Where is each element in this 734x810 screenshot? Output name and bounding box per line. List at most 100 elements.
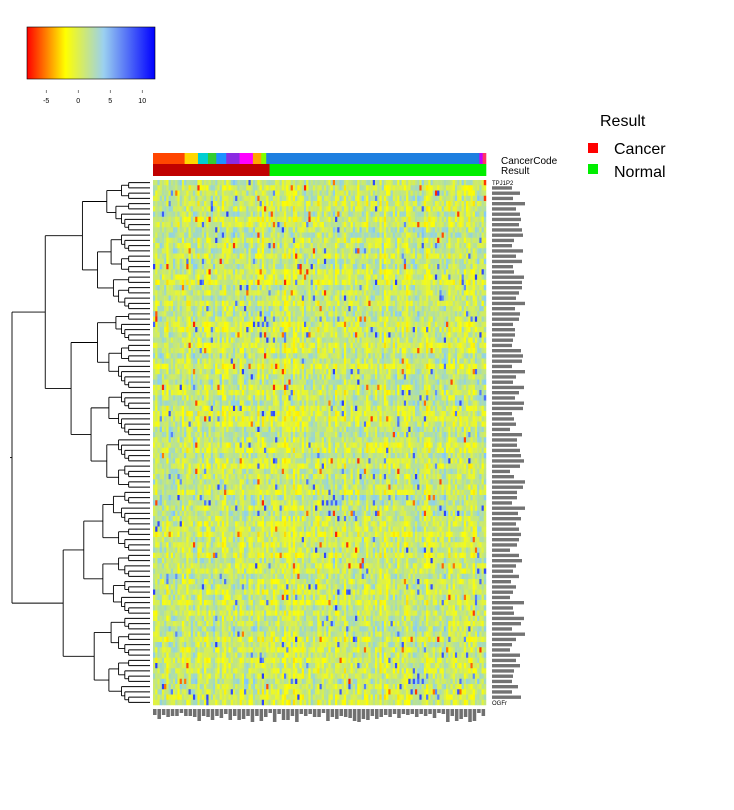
heatmap-cell: [173, 259, 175, 265]
heatmap-cell: [206, 243, 208, 249]
heatmap-cell: [391, 217, 393, 223]
heatmap-cell: [304, 285, 306, 291]
heatmap-cell: [386, 222, 388, 228]
heatmap-cell: [406, 348, 408, 354]
heatmap-cell: [242, 285, 244, 291]
heatmap-cell: [433, 206, 435, 212]
heatmap-cell: [217, 222, 219, 228]
heatmap-cell: [217, 264, 219, 270]
heatmap-cell: [226, 327, 228, 333]
heatmap-cell: [255, 296, 257, 302]
heatmap-cell: [164, 243, 166, 249]
heatmap-cell: [391, 348, 393, 354]
heatmap-cell: [268, 327, 270, 333]
heatmap-cell: [450, 201, 452, 207]
heatmap-cell: [189, 348, 191, 354]
heatmap-cell: [173, 191, 175, 197]
heatmap-cell: [204, 180, 206, 186]
heatmap-cell: [257, 343, 259, 349]
heatmap-cell: [453, 259, 455, 265]
heatmap-cell: [433, 317, 435, 323]
heatmap-cell: [482, 327, 484, 333]
heatmap-cell: [257, 296, 259, 302]
heatmap-cell: [202, 227, 204, 233]
heatmap-cell: [284, 311, 286, 317]
heatmap-cell: [377, 212, 379, 218]
heatmap-cell: [311, 185, 313, 191]
heatmap-cell: [368, 217, 370, 223]
heatmap-cell: [255, 280, 257, 286]
heatmap-cell: [242, 233, 244, 239]
heatmap-cell: [462, 338, 464, 344]
heatmap-cell: [177, 275, 179, 281]
heatmap-cell: [331, 259, 333, 265]
heatmap-cell: [395, 191, 397, 197]
heatmap-cell: [402, 327, 404, 333]
heatmap-cell: [293, 238, 295, 244]
heatmap-cell: [295, 332, 297, 338]
heatmap-cell: [262, 212, 264, 218]
heatmap-cell: [246, 280, 248, 286]
heatmap-cell: [195, 322, 197, 328]
heatmap-cell: [233, 201, 235, 207]
heatmap-cell: [251, 191, 253, 197]
heatmap-cell: [475, 243, 477, 249]
heatmap-cell: [311, 259, 313, 265]
heatmap-cell: [368, 332, 370, 338]
heatmap-cell: [411, 306, 413, 312]
heatmap-cell: [202, 243, 204, 249]
heatmap-cell: [328, 180, 330, 186]
heatmap-cell: [182, 259, 184, 265]
heatmap-cell: [479, 212, 481, 218]
heatmap-cell: [175, 311, 177, 317]
heatmap-cell: [346, 201, 348, 207]
heatmap-cell: [242, 296, 244, 302]
heatmap-cell: [286, 233, 288, 239]
heatmap-cell: [255, 285, 257, 291]
heatmap-cell: [180, 212, 182, 218]
heatmap-cell: [382, 301, 384, 307]
heatmap-cell: [484, 306, 486, 312]
heatmap-cell: [286, 301, 288, 307]
heatmap-cell: [166, 306, 168, 312]
heatmap-cell: [153, 185, 155, 191]
heatmap-cell: [428, 185, 430, 191]
heatmap-cell: [384, 259, 386, 265]
heatmap-cell: [182, 311, 184, 317]
heatmap-cell: [422, 317, 424, 323]
heatmap-cell: [450, 338, 452, 344]
heatmap-cell: [328, 259, 330, 265]
heatmap-cell: [320, 227, 322, 233]
heatmap-cell: [226, 259, 228, 265]
heatmap-cell: [426, 285, 428, 291]
heatmap-cell: [297, 254, 299, 260]
heatmap-cell: [286, 227, 288, 233]
heatmap-cell: [415, 290, 417, 296]
heatmap-cell: [442, 243, 444, 249]
heatmap-cell: [297, 311, 299, 317]
heatmap-cell: [171, 238, 173, 244]
heatmap-cell: [473, 254, 475, 260]
heatmap-cell: [415, 243, 417, 249]
heatmap-cell: [226, 301, 228, 307]
heatmap-cell: [213, 285, 215, 291]
heatmap-cell: [473, 343, 475, 349]
heatmap-cell: [273, 206, 275, 212]
color-key-bar: [27, 27, 155, 79]
heatmap-cell: [280, 332, 282, 338]
heatmap-cell: [304, 185, 306, 191]
heatmap-cell: [293, 311, 295, 317]
heatmap-cell: [308, 196, 310, 202]
heatmap-cell: [253, 217, 255, 223]
heatmap-cell: [371, 296, 373, 302]
heatmap-cell: [169, 243, 171, 249]
heatmap-cell: [164, 212, 166, 218]
heatmap-cell: [406, 306, 408, 312]
heatmap-cell: [197, 222, 199, 228]
heatmap-cell: [373, 296, 375, 302]
heatmap-cell: [435, 285, 437, 291]
heatmap-cell: [277, 311, 279, 317]
heatmap-cell: [320, 301, 322, 307]
heatmap-cell: [160, 238, 162, 244]
heatmap-cell: [213, 185, 215, 191]
